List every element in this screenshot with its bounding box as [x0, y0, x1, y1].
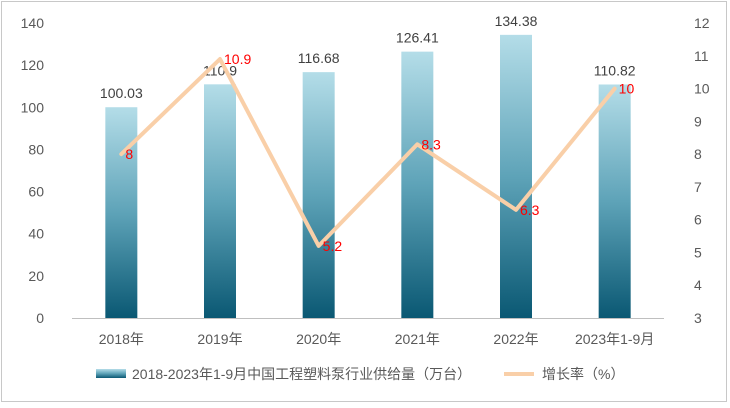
right-axis-tick-label: 3 [694, 310, 702, 326]
x-axis-tick-label: 2021年 [395, 331, 440, 347]
right-axis-tick-label: 5 [694, 244, 702, 260]
bar [105, 107, 138, 318]
line-value-label: 8.3 [421, 136, 441, 152]
bar [302, 72, 335, 318]
legend-bar-swatch [96, 369, 126, 378]
x-axis-tick-label: 2023年1-9月 [575, 331, 654, 347]
line-value-label: 10 [619, 81, 635, 97]
line-value-label: 5.2 [323, 238, 343, 254]
right-axis-tick-label: 7 [694, 179, 702, 195]
right-axis-tick-label: 11 [694, 48, 709, 64]
bar [401, 51, 434, 318]
line-point [416, 143, 419, 146]
bar [204, 84, 236, 318]
right-axis-tick-label: 4 [694, 277, 702, 293]
left-axis-tick-label: 100 [21, 99, 45, 115]
x-axis-tick-label: 2020年 [296, 331, 341, 347]
left-axis-tick-label: 60 [28, 184, 44, 200]
line-value-label: 10.9 [224, 51, 251, 67]
bar [598, 84, 631, 319]
right-axis-tick-label: 6 [694, 212, 702, 228]
bar-value-label: 134.38 [495, 13, 538, 29]
left-y-axis: 0 20 40 60 80 100 120 140 [21, 15, 45, 326]
growth-rate-line [119, 57, 617, 248]
line-point [317, 244, 320, 247]
left-axis-tick-label: 140 [21, 15, 45, 31]
line-value-label: 8 [125, 146, 133, 162]
right-axis-tick-label: 8 [694, 146, 702, 162]
line-point [120, 153, 123, 156]
right-axis-tick-label: 9 [694, 113, 702, 129]
line-point [219, 58, 221, 61]
left-axis-tick-label: 120 [21, 57, 45, 73]
bar-value-label: 116.68 [298, 50, 340, 66]
x-axis-labels: 2018年 2019年 2020年 2021年 2022年 2023年1-9月 [99, 331, 655, 347]
x-axis-tick-label: 2019年 [197, 331, 242, 347]
chart-frame: 0 20 40 60 80 100 120 140 3 4 5 6 7 8 9 10 11 12 100.03 1… [1, 1, 727, 402]
legend: 2018-2023年1-9月中国工程塑料泵行业供给量（万台） 增长率（%） [96, 366, 624, 382]
x-axis-tick-label: 2018年 [99, 331, 144, 347]
legend-line-label: 增长率（%） [542, 366, 624, 382]
bar [500, 34, 532, 319]
bar-value-label: 126.41 [396, 30, 439, 46]
left-axis-tick-label: 40 [28, 226, 44, 242]
left-axis-tick-label: 80 [28, 141, 44, 157]
x-axis-tick-label: 2022年 [493, 331, 538, 347]
line-value-label: 6.3 [520, 202, 540, 218]
right-axis-tick-label: 12 [694, 15, 710, 31]
legend-bar-label: 2018-2023年1-9月中国工程塑料泵行业供给量（万台） [132, 366, 471, 382]
line-point [515, 208, 517, 211]
bar-value-label: 110.82 [594, 62, 636, 78]
right-axis-tick-label: 10 [694, 81, 710, 97]
left-axis-tick-label: 0 [36, 310, 44, 326]
line-series: 8 10.9 5.2 8.3 6.3 10 [119, 51, 635, 254]
bar-value-label: 100.03 [100, 85, 143, 101]
left-axis-tick-label: 20 [28, 268, 44, 284]
line-point [613, 87, 616, 90]
right-y-axis: 3 4 5 6 7 8 9 10 11 12 [694, 15, 710, 326]
combo-chart: 0 20 40 60 80 100 120 140 3 4 5 6 7 8 9 10 11 12 100.03 1… [21, 13, 710, 382]
